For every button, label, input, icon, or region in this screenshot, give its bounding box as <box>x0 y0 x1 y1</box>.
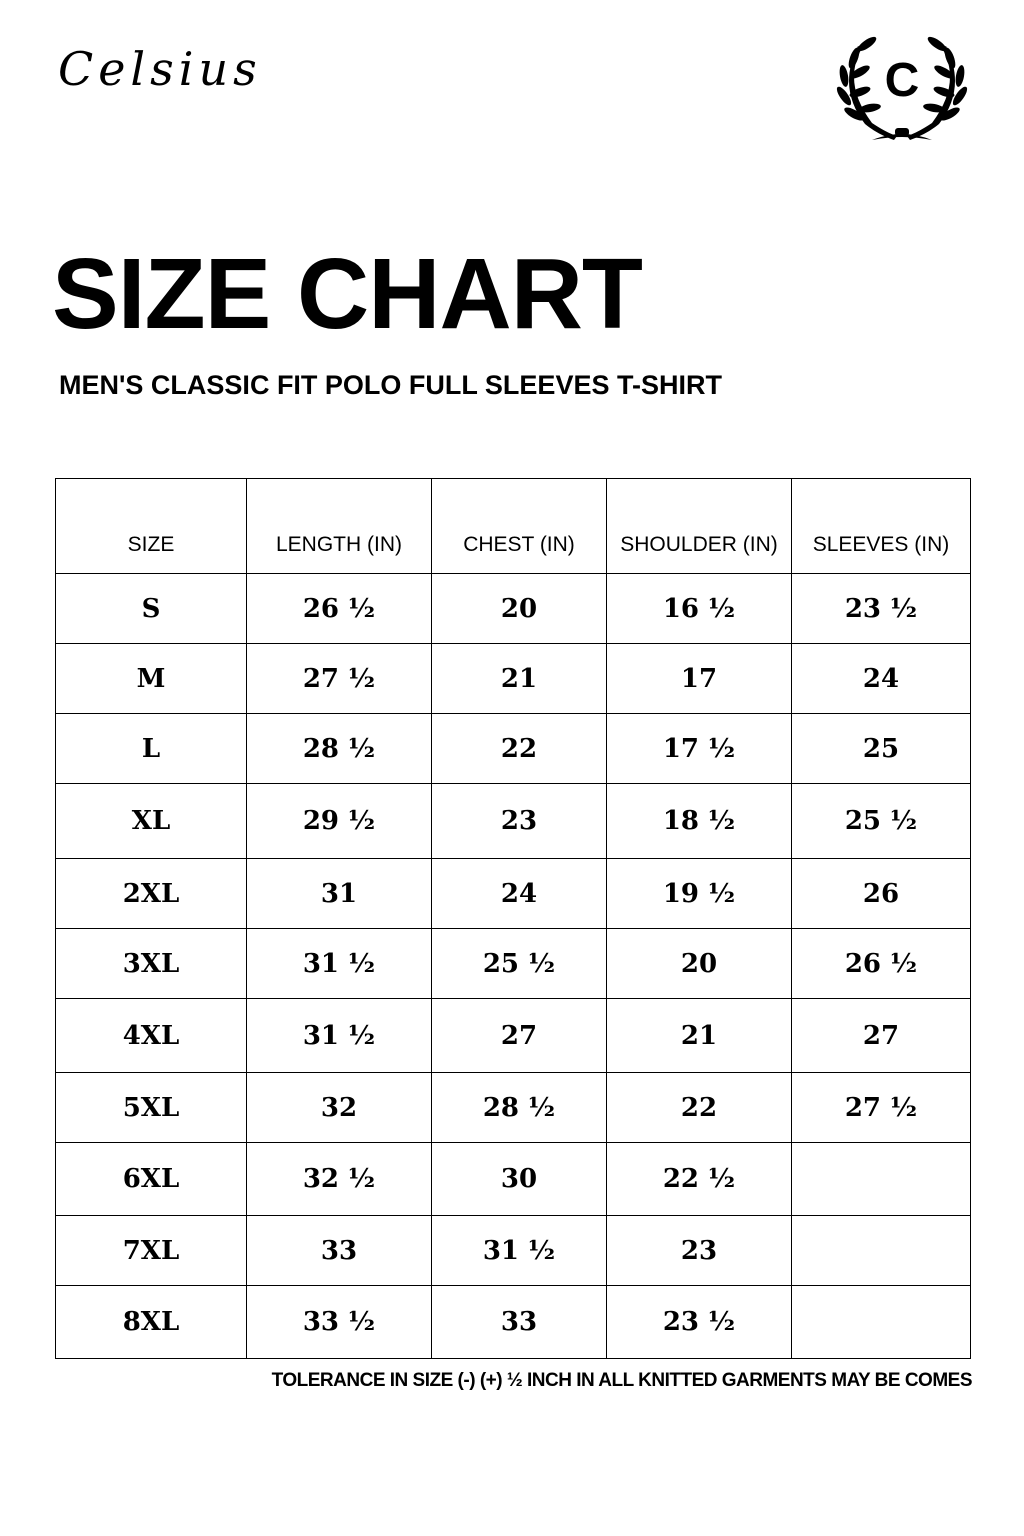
cell-sleeves <box>791 1215 971 1286</box>
cell-size: 8XL <box>55 1285 247 1359</box>
cell-chest: 27 <box>431 998 607 1073</box>
table-row: 4XL 31 ½ 27 21 27 <box>55 998 971 1073</box>
header-shoulder: SHOULDER (IN) <box>606 478 792 574</box>
cell-chest: 31 ½ <box>431 1215 607 1286</box>
cell-shoulder: 17 <box>606 643 792 714</box>
cell-shoulder: 23 ½ <box>606 1285 792 1359</box>
cell-length: 31 <box>246 858 432 929</box>
table-row: M 27 ½ 21 17 24 <box>55 643 971 714</box>
cell-size: 6XL <box>55 1142 247 1216</box>
tolerance-note: TOLERANCE IN SIZE (-) (+) ½ INCH IN ALL … <box>271 1370 973 1391</box>
cell-shoulder: 18 ½ <box>606 783 792 859</box>
page-title: SIZE CHART <box>52 238 643 350</box>
cell-size: 7XL <box>55 1215 247 1286</box>
cell-shoulder: 23 <box>606 1215 792 1286</box>
cell-sleeves: 24 <box>791 643 971 714</box>
cell-length: 28 ½ <box>246 713 432 784</box>
table-row: 2XL 31 24 19 ½ 26 <box>55 858 971 929</box>
cell-shoulder: 22 ½ <box>606 1142 792 1216</box>
cell-length: 31 ½ <box>246 928 432 999</box>
page-subtitle: MEN'S CLASSIC FIT POLO FULL SLEEVES T-SH… <box>59 370 722 400</box>
cell-shoulder: 21 <box>606 998 792 1073</box>
logo-letter: C <box>885 54 920 107</box>
cell-sleeves: 23 ½ <box>791 573 971 644</box>
cell-length: 33 <box>246 1215 432 1286</box>
cell-chest: 20 <box>431 573 607 644</box>
cell-sleeves: 27 <box>791 998 971 1073</box>
table-header-row: SIZE LENGTH (IN) CHEST (IN) SHOULDER (IN… <box>55 478 971 574</box>
cell-size: S <box>55 573 247 644</box>
cell-size: L <box>55 713 247 784</box>
cell-chest: 28 ½ <box>431 1072 607 1143</box>
cell-size: 2XL <box>55 858 247 929</box>
laurel-logo-icon: C <box>836 36 968 140</box>
cell-shoulder: 19 ½ <box>606 858 792 929</box>
table-row: 5XL 32 28 ½ 22 27 ½ <box>55 1072 971 1143</box>
cell-sleeves: 25 <box>791 713 971 784</box>
cell-size: M <box>55 643 247 714</box>
cell-shoulder: 20 <box>606 928 792 999</box>
cell-chest: 30 <box>431 1142 607 1216</box>
header-chest: CHEST (IN) <box>431 478 607 574</box>
cell-length: 26 ½ <box>246 573 432 644</box>
cell-shoulder: 17 ½ <box>606 713 792 784</box>
cell-sleeves: 26 ½ <box>791 928 971 999</box>
cell-chest: 25 ½ <box>431 928 607 999</box>
table-row: L 28 ½ 22 17 ½ 25 <box>55 713 971 784</box>
cell-chest: 22 <box>431 713 607 784</box>
cell-length: 33 ½ <box>246 1285 432 1359</box>
cell-sleeves <box>791 1285 971 1359</box>
cell-length: 32 ½ <box>246 1142 432 1216</box>
cell-chest: 21 <box>431 643 607 714</box>
table-row: 7XL 33 31 ½ 23 <box>55 1215 971 1286</box>
cell-sleeves <box>791 1142 971 1216</box>
cell-length: 32 <box>246 1072 432 1143</box>
table-row: 8XL 33 ½ 33 23 ½ <box>55 1285 971 1359</box>
table-row: S 26 ½ 20 16 ½ 23 ½ <box>55 573 971 644</box>
cell-size: 3XL <box>55 928 247 999</box>
cell-sleeves: 26 <box>791 858 971 929</box>
cell-length: 27 ½ <box>246 643 432 714</box>
cell-shoulder: 16 ½ <box>606 573 792 644</box>
table-row: XL 29 ½ 23 18 ½ 25 ½ <box>55 783 971 859</box>
header-length: LENGTH (IN) <box>246 478 432 574</box>
table-row: 3XL 31 ½ 25 ½ 20 26 ½ <box>55 928 971 999</box>
cell-chest: 24 <box>431 858 607 929</box>
brand-wordmark: Celsius <box>58 42 262 96</box>
table-row: 6XL 32 ½ 30 22 ½ <box>55 1142 971 1216</box>
cell-sleeves: 27 ½ <box>791 1072 971 1143</box>
cell-size: XL <box>55 783 247 859</box>
cell-shoulder: 22 <box>606 1072 792 1143</box>
size-chart-table: SIZE LENGTH (IN) CHEST (IN) SHOULDER (IN… <box>55 478 971 1359</box>
cell-sleeves: 25 ½ <box>791 783 971 859</box>
cell-size: 4XL <box>55 998 247 1073</box>
cell-length: 31 ½ <box>246 998 432 1073</box>
cell-size: 5XL <box>55 1072 247 1143</box>
cell-chest: 23 <box>431 783 607 859</box>
cell-chest: 33 <box>431 1285 607 1359</box>
header-sleeves: SLEEVES (IN) <box>791 478 971 574</box>
header-size: SIZE <box>55 478 247 574</box>
cell-length: 29 ½ <box>246 783 432 859</box>
